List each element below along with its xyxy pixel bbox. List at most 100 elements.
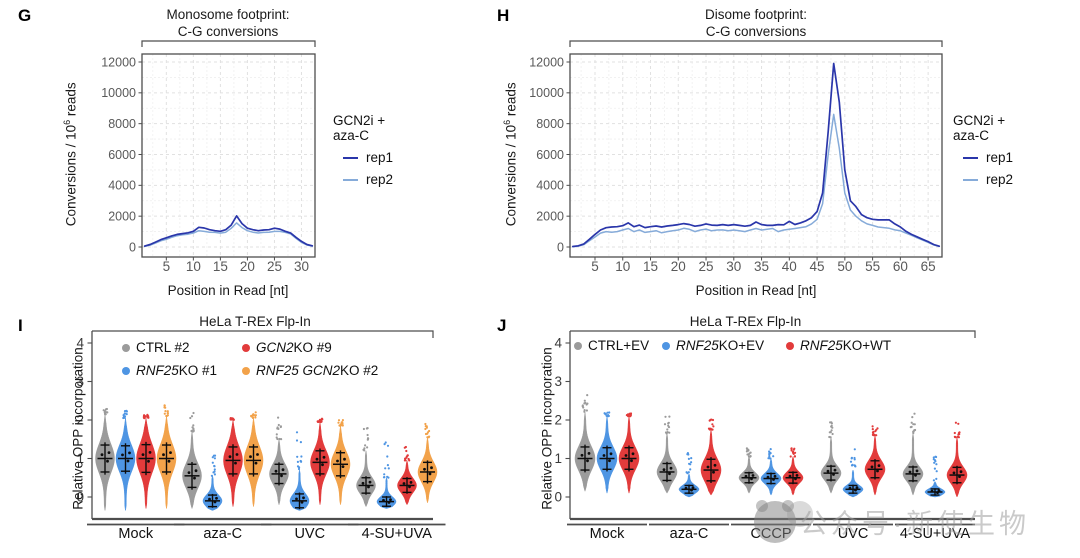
monosome-line-chart: 5 10 15 20 25 30 0 2000 4000 6000 8000 10000 12000: [101, 40, 316, 274]
chart-title-line1: Disome footprint:: [704, 7, 808, 22]
svg-text:4000: 4000: [108, 179, 136, 193]
svg-text:aza-C: aza-C: [203, 526, 242, 542]
svg-text:10000: 10000: [529, 86, 564, 100]
svg-text:60: 60: [893, 259, 908, 274]
panel-label-i: I: [18, 316, 23, 335]
svg-text:55: 55: [865, 259, 880, 274]
legend-entry-rep2: rep2: [963, 172, 1013, 187]
svg-text:0: 0: [129, 240, 136, 254]
opp-violin-chart-i: 0 1 2 3 4 Mock aza-C UVC 4-SU+UVA: [76, 330, 446, 542]
svg-text:35: 35: [754, 259, 769, 274]
svg-text:20: 20: [671, 259, 686, 274]
svg-text:15: 15: [643, 259, 658, 274]
legend-entry-rep2: rep2: [343, 172, 393, 187]
svg-text:8000: 8000: [108, 117, 136, 131]
svg-text:4000: 4000: [536, 179, 564, 193]
svg-text:4-SU+UVA: 4-SU+UVA: [900, 526, 971, 542]
legend-g: GCN2i + aza-C rep1 rep2: [333, 113, 393, 194]
svg-text:Mock: Mock: [118, 526, 153, 542]
legend-dot-icon: [242, 366, 250, 375]
legend-entry: CTRL+EV: [574, 338, 649, 353]
svg-text:5: 5: [163, 259, 171, 274]
svg-text:3: 3: [76, 374, 84, 389]
legend-title: GCN2i + aza-C: [953, 113, 1006, 143]
chart-title-i: HeLa T-REx Flp-In: [199, 314, 311, 329]
svg-text:6000: 6000: [108, 148, 136, 162]
svg-text:30: 30: [294, 259, 309, 274]
svg-text:5: 5: [591, 259, 599, 274]
panel-label-h: H: [497, 6, 510, 25]
x-axis-title-h: Position in Read [nt]: [695, 283, 817, 298]
chart-title-monosome: Monosome footprint: C-G conversions: [98, 6, 358, 40]
svg-text:10: 10: [186, 259, 201, 274]
legend-dot-icon: [242, 343, 250, 352]
legend-dot-icon: [786, 341, 794, 350]
svg-text:4: 4: [76, 336, 84, 351]
y-axis-title-g: Conversions / 106 reads: [61, 82, 79, 227]
y-axis-title-h: Conversions / 106 reads: [501, 82, 519, 227]
chart-title-line2: C-G conversions: [705, 24, 807, 39]
svg-text:2: 2: [554, 413, 562, 428]
rep2-line-swatch: [963, 178, 978, 181]
svg-text:2000: 2000: [108, 210, 136, 224]
legend-title: GCN2i + aza-C: [333, 113, 386, 143]
svg-text:50: 50: [837, 259, 852, 274]
legend-dot-icon: [574, 341, 582, 350]
svg-text:25: 25: [267, 259, 282, 274]
svg-text:65: 65: [921, 259, 936, 274]
svg-text:4-SU+UVA: 4-SU+UVA: [362, 526, 433, 542]
legend-entry-rep1: rep1: [343, 150, 393, 165]
watermark-logo-icon: [754, 500, 813, 543]
rep2-line-swatch: [343, 178, 358, 181]
svg-text:10000: 10000: [101, 86, 136, 100]
svg-text:0: 0: [554, 490, 562, 505]
svg-text:Mock: Mock: [590, 526, 625, 542]
chart-title-disome: Disome footprint: C-G conversions: [606, 6, 906, 40]
panel-label-j: J: [497, 316, 507, 335]
svg-text:25: 25: [699, 259, 714, 274]
chart-title-line1: Monosome footprint:: [166, 7, 290, 22]
svg-text:UVC: UVC: [294, 526, 325, 542]
rep1-line-swatch: [963, 156, 978, 159]
svg-text:12000: 12000: [101, 55, 136, 69]
rep1-line-swatch: [343, 156, 358, 159]
legend-entry: RNF25 KO #1: [122, 363, 217, 378]
svg-text:1: 1: [554, 451, 562, 466]
svg-text:2: 2: [76, 413, 84, 428]
disome-line-chart: 5 10 15 20 25 30 35 40 45 50 55 60 65 0 2000 4000 6000 80…: [529, 40, 943, 274]
legend-h: GCN2i + aza-C rep1 rep2: [953, 113, 1013, 194]
svg-text:20: 20: [240, 259, 255, 274]
legend-entry: RNF25 KO+WT: [786, 338, 891, 353]
svg-text:4: 4: [554, 336, 562, 351]
svg-text:10: 10: [615, 259, 630, 274]
watermark-text: 公众号·新使生物: [800, 509, 1030, 539]
legend-dot-icon: [122, 343, 130, 352]
chart-title-line2: C-G conversions: [177, 24, 279, 39]
svg-text:2000: 2000: [536, 210, 564, 224]
panel-label-g: G: [18, 6, 32, 25]
x-axis-title-g: Position in Read [nt]: [167, 283, 289, 298]
legend-dot-icon: [662, 341, 670, 350]
svg-text:45: 45: [810, 259, 825, 274]
legend-entry: RNF25 KO+EV: [662, 338, 764, 353]
svg-text:0: 0: [557, 240, 564, 254]
legend-entry: CTRL #2: [122, 340, 190, 355]
y-axis-title-i: Relative OPP incorporation: [70, 347, 86, 510]
y-axis-title-j: Relative OPP incorporation: [539, 347, 555, 510]
svg-text:3: 3: [554, 374, 562, 389]
legend-entry: RNF25 GCN2 KO #2: [242, 363, 378, 378]
legend-entry-rep1: rep1: [963, 150, 1013, 165]
legend-dot-icon: [122, 366, 130, 375]
svg-text:40: 40: [782, 259, 797, 274]
svg-text:1: 1: [76, 451, 84, 466]
svg-text:8000: 8000: [536, 117, 564, 131]
svg-text:aza-C: aza-C: [670, 526, 709, 542]
svg-text:0: 0: [76, 490, 84, 505]
svg-text:15: 15: [213, 259, 228, 274]
svg-text:UVC: UVC: [838, 526, 869, 542]
chart-title-j: HeLa T-REx Flp-In: [689, 314, 802, 329]
svg-text:6000: 6000: [536, 148, 564, 162]
svg-text:12000: 12000: [529, 55, 564, 69]
svg-text:30: 30: [726, 259, 741, 274]
